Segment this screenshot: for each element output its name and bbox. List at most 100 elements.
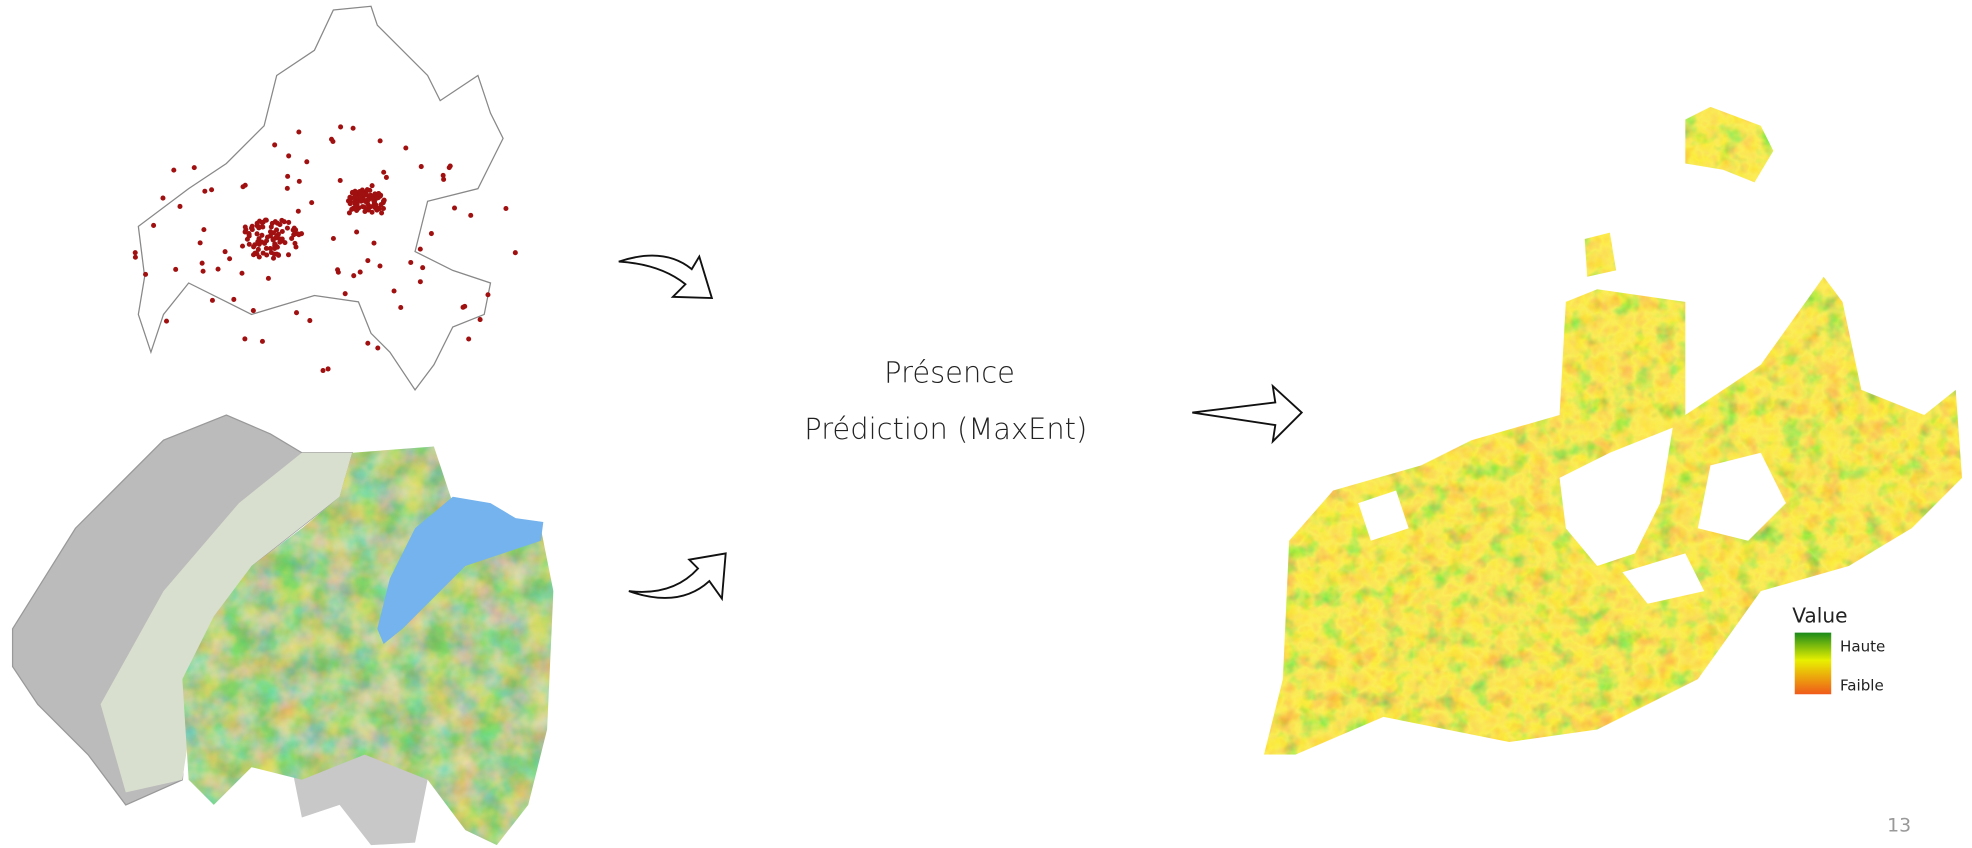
occurrence-dot [291,232,296,237]
occurrence-dot [286,220,291,225]
legend-title: Value [1792,604,1847,628]
occurrence-dot [250,227,255,232]
occurrence-dot [223,249,228,254]
occurrence-dot [151,223,156,228]
occurrence-dot [309,200,314,205]
occurrence-dot [268,229,273,234]
occurrence-dot [265,235,270,240]
occurrence-dot [143,272,148,277]
occurrence-dot [375,346,380,351]
occurrence-dot [247,233,252,238]
occurrence-dot [272,252,277,257]
occurrence-dot [448,163,453,168]
occurrence-dot [133,250,138,255]
occurrence-dot [280,237,285,242]
center-text: Prédiction (MaxEnt) [804,412,1087,446]
occurrence-dot [452,206,457,211]
occurrence-dot [294,310,299,315]
occurrence-dot [365,258,370,263]
occurrence-dot [209,187,214,192]
occurrence-dot [198,240,203,245]
occurrence-dot [350,190,355,195]
occurrence-dot [377,263,382,268]
legend-label: Haute [1840,637,1885,655]
occurrence-dot [200,261,205,266]
occurrence-dot [358,195,363,200]
occurrence-dot [351,273,356,278]
occurrence-dot [177,204,182,209]
occurrence-dot [347,210,352,215]
content: Présence Prédiction (MaxEnt) Value Haute… [13,6,1969,848]
occurrence-dot [378,138,383,143]
occurrence-dot [398,305,403,310]
occurrence-dot [360,191,365,196]
occurrence-dot [266,276,271,281]
center-text: Présence [884,355,1015,389]
occurrence-dot [259,233,264,238]
occurrence-dot [503,206,508,211]
occurrence-dot [297,179,302,184]
occurrence-dot [273,243,278,248]
occurrence-dot [171,168,176,173]
page-number: 13 [1887,814,1911,836]
occurrence-dot [370,196,375,201]
occurrence-dot [384,175,389,180]
occurrence-dot [251,308,256,313]
occurrence-dot [379,210,384,215]
occurrence-dot [247,242,252,247]
occurrence-dot [255,231,260,236]
occurrence-dot [252,242,257,247]
occurrence-dot [286,153,291,158]
occurrence-dot [192,165,197,170]
occurrence-dot [201,269,206,274]
occurrence-dot [260,339,265,344]
occurrence-dot [285,186,290,191]
occurrence-dot [420,265,425,270]
occurrence-dot [353,206,358,211]
occurrence-dot [239,271,244,276]
occurrence-dot [285,226,290,231]
occurrence-dot [358,270,363,275]
occurrence-dot [216,267,221,272]
occurrence-dot [292,226,297,231]
occurrence-dot [366,205,371,210]
occurrence-dot [370,183,375,188]
occurrence-dot [242,336,247,341]
occurrence-dot [441,177,446,182]
occurrence-dot [240,244,245,249]
occurrence-dot [381,206,386,211]
arrow [619,256,712,299]
occurrence-dot [343,291,348,296]
occurrence-dot [296,129,301,134]
occurrence-dot [160,196,165,201]
occurrence-dot [418,279,423,284]
legend-gradient [1795,633,1831,695]
occurrence-dot [210,298,215,303]
occurrence-dot [274,227,279,232]
arrow [1192,386,1301,441]
occurrence-dot [260,224,265,229]
occurrence-dot [286,252,291,257]
occurrence-dot [231,297,236,302]
occurrence-dot [392,289,397,294]
occurrence-dot [260,220,265,225]
occurrence-dot [201,227,206,232]
occurrence-dot [462,304,467,309]
occurrence-dot [354,229,359,234]
occurrence-dot [513,250,518,255]
occurrence-dot [307,318,312,323]
occurrence-dot [338,124,343,129]
occurrence-dot [466,336,471,341]
occurrence-dot [243,227,248,232]
arrow [629,553,726,598]
occurrence-dot [173,267,178,272]
occurrence-dot [133,255,138,260]
occurrence-dot [373,206,378,211]
occurrence-dot [382,198,387,203]
occurrence-dot [329,137,334,142]
occurrence-dot [335,267,340,272]
occurrence-dot [419,164,424,169]
occurrence-dot [338,178,343,183]
occurrence-dot [275,221,280,226]
occurrence-dot [264,252,269,257]
